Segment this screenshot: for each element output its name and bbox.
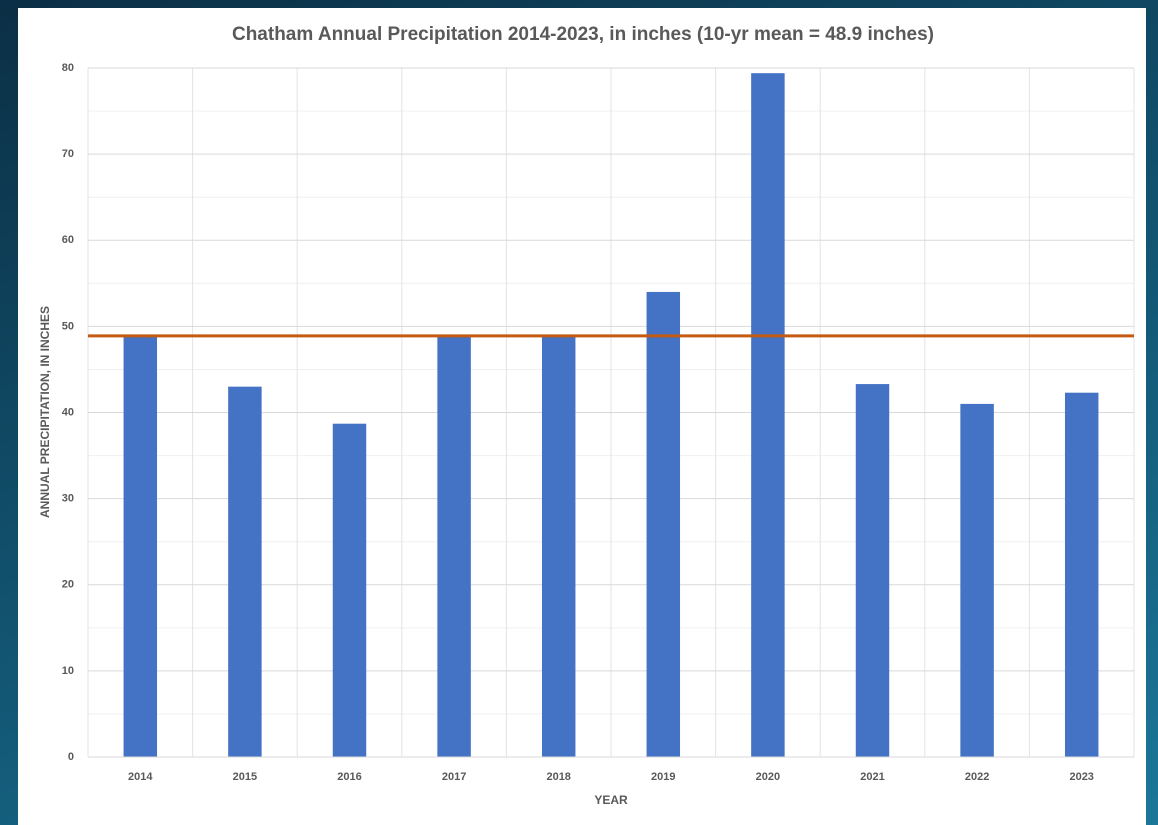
y-tick-label: 0: [68, 751, 74, 763]
bar: [228, 386, 262, 757]
y-tick-label: 50: [62, 320, 74, 332]
bar: [332, 423, 367, 757]
y-tick-label: 20: [62, 579, 74, 591]
bar: [1064, 392, 1099, 757]
bar: [960, 403, 994, 757]
y-tick-label: 10: [62, 665, 74, 677]
y-tick-label: 80: [62, 62, 74, 74]
x-tick-label: 2015: [233, 771, 257, 783]
y-tick-label: 40: [62, 406, 74, 418]
x-tick-label: 2018: [546, 771, 570, 783]
bar: [855, 384, 890, 757]
x-axis-label: YEAR: [594, 793, 628, 807]
x-tick-label: 2016: [337, 771, 361, 783]
bar: [123, 336, 158, 757]
bar: [437, 335, 471, 757]
bar: [541, 335, 576, 757]
bar: [646, 291, 681, 757]
x-tick-label: 2014: [128, 771, 153, 783]
x-tick-label: 2023: [1069, 771, 1093, 783]
y-tick-label: 70: [62, 148, 74, 160]
y-axis-label: ANNUAL PRECIPITATION, IN INCHES: [38, 306, 52, 518]
x-tick-label: 2022: [965, 771, 989, 783]
bar: [751, 73, 785, 758]
x-tick-label: 2020: [756, 771, 780, 783]
chart-title: Chatham Annual Precipitation 2014-2023, …: [232, 24, 934, 45]
x-tick-label: 2017: [442, 771, 466, 783]
y-tick-label: 60: [62, 234, 74, 246]
chart-panel: [18, 8, 1146, 825]
x-tick-label: 2021: [860, 771, 884, 783]
x-tick-label: 2019: [651, 771, 675, 783]
y-tick-label: 30: [62, 493, 74, 505]
